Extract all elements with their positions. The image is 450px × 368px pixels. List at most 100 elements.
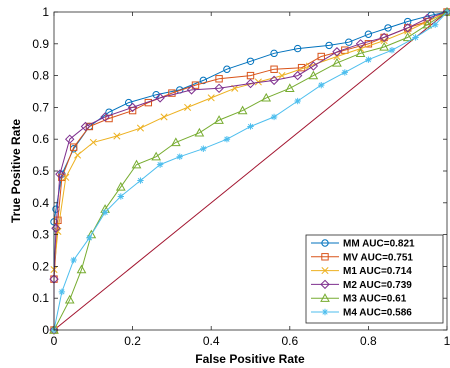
data-point [384,24,392,32]
legend-marker [321,239,329,247]
legend-entries: MM AUC=0.821 MV AUC=0.751 M1 AUC=0.714 M2 A… [311,239,415,319]
x-tick-label: 0 [51,334,58,348]
y-tick-label: 0.1 [32,291,49,305]
data-point [199,76,208,85]
legend-label: M2 AUC=0.739 [343,280,412,291]
data-point [223,136,231,143]
data-point [254,78,262,86]
data-point [261,92,272,102]
data-point [379,32,389,43]
data-point [402,23,413,33]
series-5 [49,6,450,334]
data-point [176,153,183,160]
data-point [186,85,197,95]
data-point [245,78,256,89]
data-point [341,69,349,76]
diagonal-layer [53,11,448,331]
series-layer [49,6,450,335]
data-point [294,97,301,105]
data-point [269,75,279,86]
data-point [86,234,93,241]
data-point [246,71,255,80]
data-point [214,115,224,124]
y-axis-label: True Positive Rate [9,119,23,223]
data-point [80,121,91,132]
x-tick-label: 0.2 [124,334,141,348]
y-tick-label: 0.3 [32,228,49,242]
data-point [345,38,353,46]
y-tick-label: 0.4 [32,196,49,210]
data-point [137,177,144,184]
data-point [270,113,278,121]
data-point [168,89,176,97]
data-point [332,57,342,67]
data-point [237,105,248,115]
data-point [332,47,342,57]
y-tick-label: 0.6 [32,132,49,146]
data-point [355,39,366,49]
data-point [58,288,66,296]
data-point [89,138,97,146]
data-point [69,143,78,151]
data-point [365,56,372,63]
data-point [65,134,75,144]
data-point [278,72,286,80]
legend-entry-5: M3 AUC=0.61 [311,293,407,305]
data-point [49,325,59,335]
data-point [117,193,125,200]
data-point [74,151,82,159]
legend-label: M3 AUC=0.61 [343,294,407,305]
data-point [54,216,62,224]
data-point [270,65,278,73]
legend-marker [321,253,329,261]
legend-label: MV AUC=0.751 [343,252,413,263]
data-point [127,102,138,113]
data-point [284,83,295,93]
y-tick-label: 0 [42,323,49,337]
x-tick-label: 0.8 [360,334,377,348]
data-point [422,19,433,29]
diagonal-reference-line [53,11,448,331]
data-point [270,49,278,58]
data-point [247,123,254,130]
data-point [124,98,133,107]
legend-marker [320,279,330,290]
data-point [51,223,61,233]
data-point [70,256,77,264]
data-point [246,57,255,65]
legend-entry-1: MM AUC=0.821 [311,239,415,250]
legend-entry-4: M2 AUC=0.739 [311,279,412,291]
data-point [76,264,87,274]
x-tick-label: 1 [444,334,450,348]
legend-box [305,234,444,324]
data-point [317,52,325,61]
data-point [160,113,168,121]
data-point [388,46,396,54]
data-point [170,137,181,147]
y-tick-label: 0.9 [32,37,49,51]
data-point [136,124,145,132]
data-point [318,81,325,89]
legend-label: M1 AUC=0.714 [343,266,412,277]
data-point [62,173,70,181]
data-point [207,94,215,102]
x-axis-label: False Positive Rate [195,352,305,366]
series-6 [50,8,450,334]
data-point [55,169,65,179]
data-point [214,83,224,94]
y-tick-label: 0.5 [32,164,49,178]
data-point [101,209,109,216]
legend-marker [320,293,330,302]
series-line [53,11,448,331]
data-point [355,48,366,58]
legend-label: MM AUC=0.821 [343,239,415,250]
data-point [113,132,121,140]
x-tick-label: 0.6 [281,334,298,348]
data-point [292,70,303,81]
data-point [402,32,413,42]
y-tick-label: 0.2 [32,259,49,273]
legend-entry-2: MV AUC=0.751 [311,252,413,263]
data-point [200,145,207,152]
data-point [364,30,373,38]
